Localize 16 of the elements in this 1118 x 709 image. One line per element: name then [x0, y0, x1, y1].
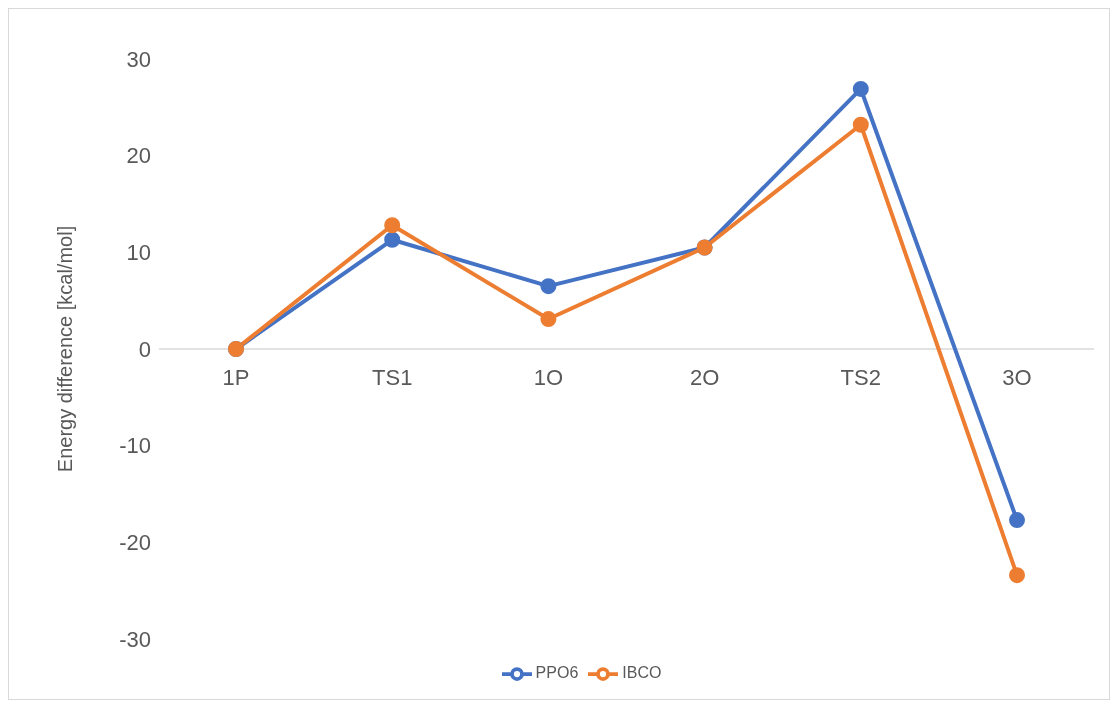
x-tick-label: TS1 [372, 365, 413, 390]
y-tick-label: -30 [119, 626, 151, 652]
legend-label: IBCO [622, 664, 662, 682]
y-tick-label: -20 [119, 530, 151, 556]
x-tick-label: 1O [533, 365, 564, 390]
y-tick-label: 10 [126, 240, 151, 266]
x-tick-label: TS2 [840, 365, 881, 390]
y-tick-label: 30 [126, 46, 151, 72]
x-tick-label: 2O [689, 365, 720, 390]
y-axis-title: Energy difference [kcal/mol] [54, 225, 77, 473]
y-tick-label: 0 [138, 336, 151, 362]
y-tick-label: -10 [119, 433, 151, 459]
x-tick-label: 1P [222, 365, 250, 390]
x-tick-label: 3O [1002, 365, 1032, 390]
legend-label: PPO6 [535, 664, 579, 682]
y-tick-label: 20 [126, 143, 151, 169]
